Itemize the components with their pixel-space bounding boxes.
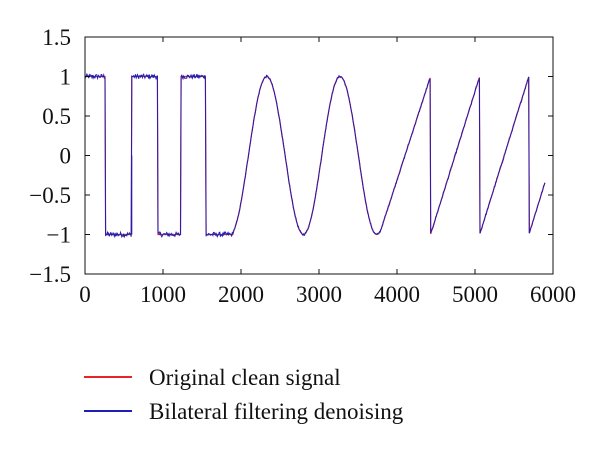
y-tick-label: −1.5 <box>29 262 71 287</box>
series-bilateral-line <box>84 72 546 239</box>
y-axis: 1.5 1 0.5 0 −0.5 −1 −1.5 <box>29 25 553 287</box>
plot-frame <box>84 36 554 275</box>
y-tick-label: 0.5 <box>42 104 71 129</box>
x-tick-label: 0 <box>79 282 91 307</box>
y-tick-label: 1.5 <box>42 25 71 50</box>
series-original-line <box>85 75 546 236</box>
legend-label-original: Original clean signal <box>149 365 341 390</box>
x-tick-label: 4000 <box>374 282 420 307</box>
x-axis: 0 1000 2000 3000 4000 5000 6000 <box>79 37 576 307</box>
y-tick-label: 1 <box>60 65 72 90</box>
y-tick-label: −1 <box>47 223 71 248</box>
x-tick-label: 5000 <box>452 282 498 307</box>
x-tick-label: 6000 <box>530 282 576 307</box>
legend: Original clean signal Bilateral filterin… <box>84 365 404 424</box>
legend-label-bilateral: Bilateral filtering denoising <box>149 399 404 424</box>
x-tick-label: 1000 <box>140 282 186 307</box>
plot-lines <box>84 72 546 239</box>
y-tick-label: −0.5 <box>29 183 71 208</box>
x-tick-label: 2000 <box>218 282 264 307</box>
y-tick-label: 0 <box>60 144 72 169</box>
x-tick-label: 3000 <box>296 282 342 307</box>
